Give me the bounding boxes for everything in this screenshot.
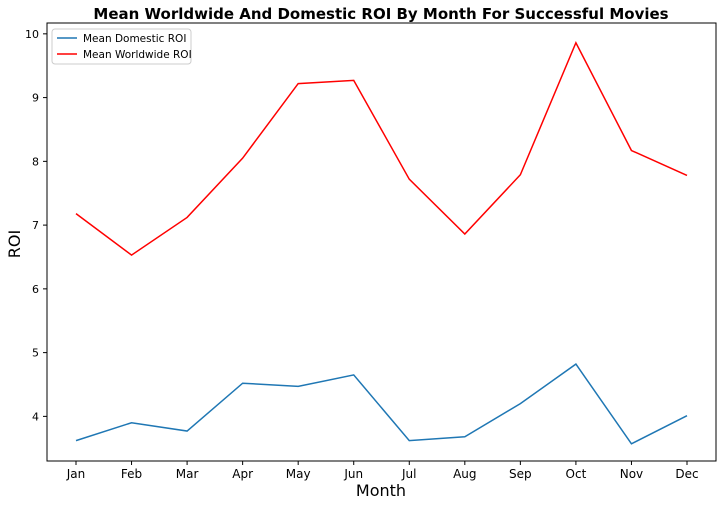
x-tick-label-sep: Sep	[509, 467, 532, 481]
y-tick-label: 7	[32, 219, 39, 232]
legend: Mean Domestic ROI Mean Worldwide ROI	[51, 28, 192, 65]
series-line-domestic	[75, 363, 688, 445]
x-tick-label-may: May	[286, 467, 311, 481]
x-tick-label-jul: Jul	[401, 467, 416, 481]
y-tick-label: 10	[25, 28, 39, 41]
x-tick-label-jun: Jun	[343, 467, 363, 481]
y-tick-label: 4	[32, 410, 39, 423]
y-tick-label: 6	[32, 283, 39, 296]
y-axis-label: ROI	[5, 230, 24, 258]
x-tick-label-nov: Nov	[620, 467, 643, 481]
x-tick-label-feb: Feb	[121, 467, 142, 481]
y-tick-label: 9	[32, 92, 39, 105]
x-tick-label-oct: Oct	[566, 467, 587, 481]
legend-entry: Mean Domestic ROI	[83, 33, 186, 45]
x-tick-label-dec: Dec	[675, 467, 698, 481]
y-tick-label: 8	[32, 155, 39, 168]
x-tick-label-apr: Apr	[232, 467, 253, 481]
x-axis: Jan Feb Mar Apr May Jun Jul Aug Sep Oct Nov Dec	[66, 461, 699, 481]
plot-area	[46, 22, 717, 462]
x-tick-label-aug: Aug	[453, 467, 476, 481]
series-lines	[75, 40, 688, 445]
y-axis: 4 5 6 7 8 9 10	[25, 28, 47, 423]
x-tick-label-jan: Jan	[66, 467, 86, 481]
chart-title: Mean Worldwide And Domestic ROI By Month…	[93, 5, 668, 23]
y-tick-label: 5	[32, 347, 39, 360]
legend-entry: Mean Worldwide ROI	[83, 49, 192, 61]
x-axis-label: Month	[356, 481, 406, 500]
legend-box	[51, 28, 192, 65]
series-line-worldwide	[75, 40, 688, 256]
x-tick-label-mar: Mar	[176, 467, 199, 481]
